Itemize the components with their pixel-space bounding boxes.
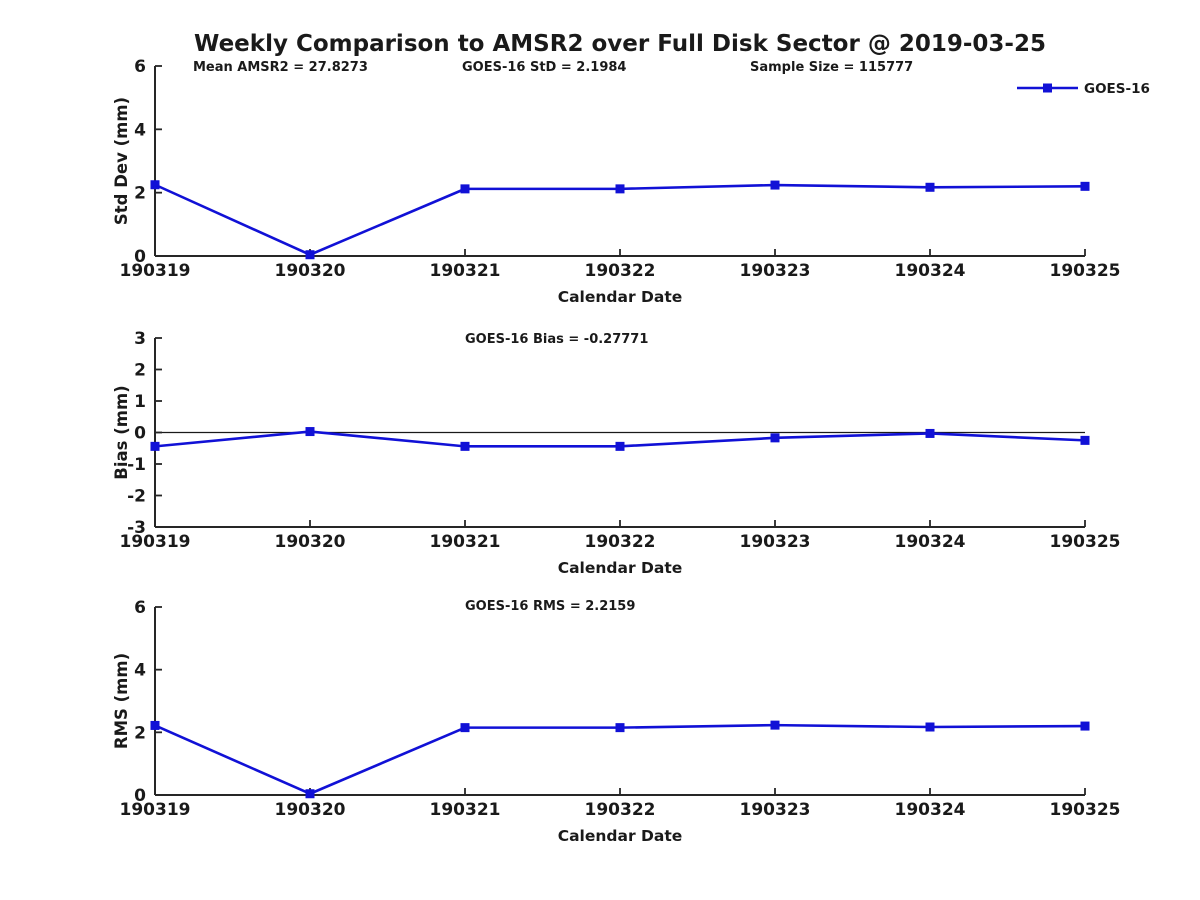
annotation: GOES-16 RMS = 2.2159 [465, 599, 635, 614]
x-tick-label: 190321 [430, 800, 501, 820]
data-point [460, 723, 470, 733]
data-point [150, 180, 160, 190]
x-tick-label: 190323 [740, 261, 811, 281]
y-tick-label: -3 [127, 518, 146, 538]
series-line-goes-16 [154, 723, 1086, 796]
data-point [770, 433, 780, 443]
data-point [770, 180, 780, 190]
y-tick-label: -1 [127, 455, 146, 475]
y-tick-label: 0 [134, 247, 146, 267]
x-tick-label: 190323 [740, 800, 811, 820]
x-tick-label: 190320 [275, 800, 346, 820]
y-tick-label: 2 [134, 723, 146, 743]
y-tick-label: 4 [134, 120, 146, 140]
data-point [460, 441, 470, 451]
data-point [925, 182, 935, 192]
data-point [615, 441, 625, 451]
x-tick-label: 190324 [895, 800, 966, 820]
x-tick-label: 190319 [120, 532, 191, 552]
x-tick-label: 190319 [120, 800, 191, 820]
annotation: Sample Size = 115777 [750, 60, 913, 75]
data-point [925, 722, 935, 732]
series-line-goes-16 [154, 183, 1086, 257]
data-point [150, 720, 160, 730]
rms-chart: 0 2 4 6 190319 190320 190321 190322 190323 190324… [112, 598, 1120, 845]
data-point [305, 250, 315, 260]
y-tick-label: 1 [134, 392, 146, 412]
y-tick-label: 0 [134, 786, 146, 806]
x-axis-label: Calendar Date [558, 827, 683, 845]
data-point [770, 720, 780, 730]
x-axis-label: Calendar Date [558, 559, 683, 577]
figure-title: Weekly Comparison to AMSR2 over Full Dis… [194, 31, 1046, 57]
y-tick-label: 0 [134, 424, 146, 444]
y-tick-label: 2 [134, 361, 146, 381]
y-tick-label: -2 [127, 487, 146, 507]
x-tick-label: 190324 [895, 532, 966, 552]
y-axis-label: Bias (mm) [112, 385, 131, 479]
annotation: Mean AMSR2 = 27.8273 [193, 60, 368, 75]
x-axis-label: Calendar Date [558, 288, 683, 306]
x-tick-label: 190325 [1050, 800, 1121, 820]
legend-label: GOES-16 [1084, 81, 1150, 97]
data-point [305, 427, 315, 437]
annotation: GOES-16 Bias = -0.27771 [465, 332, 648, 347]
x-tick-label: 190321 [430, 261, 501, 281]
y-axis-label: Std Dev (mm) [112, 97, 131, 225]
x-tick-label: 190319 [120, 261, 191, 281]
y-axis-label: RMS (mm) [112, 653, 131, 749]
y-tick-label: 4 [134, 661, 146, 681]
x-tick-label: 190325 [1050, 261, 1121, 281]
y-tick-label: 6 [134, 57, 146, 77]
x-tick-label: 190322 [585, 261, 656, 281]
data-point [1080, 435, 1090, 445]
data-point [615, 723, 625, 733]
data-point [1080, 181, 1090, 191]
legend: GOES-16 [1017, 81, 1150, 97]
stddev-chart: 0 2 4 6 190319 190320 190321 190322 190323 190324… [112, 57, 1150, 306]
y-tick-label: 3 [134, 329, 146, 349]
data-point [615, 184, 625, 194]
bias-chart: -3 -2 -1 0 1 2 3 190319 190320 190321 190322 190323… [112, 329, 1120, 577]
data-point [150, 441, 160, 451]
y-tick-label: 2 [134, 184, 146, 204]
x-tick-label: 190323 [740, 532, 811, 552]
annotation: GOES-16 StD = 2.1984 [462, 60, 626, 75]
x-tick-label: 190320 [275, 261, 346, 281]
y-tick-label: 6 [134, 598, 146, 618]
data-point [925, 428, 935, 438]
x-tick-label: 190322 [585, 532, 656, 552]
data-point [460, 184, 470, 194]
x-tick-label: 190322 [585, 800, 656, 820]
legend-marker [1043, 83, 1052, 93]
x-tick-label: 190321 [430, 532, 501, 552]
data-point [305, 789, 315, 799]
x-tick-label: 190324 [895, 261, 966, 281]
data-point [1080, 721, 1090, 731]
x-tick-label: 190325 [1050, 532, 1121, 552]
x-tick-label: 190320 [275, 532, 346, 552]
